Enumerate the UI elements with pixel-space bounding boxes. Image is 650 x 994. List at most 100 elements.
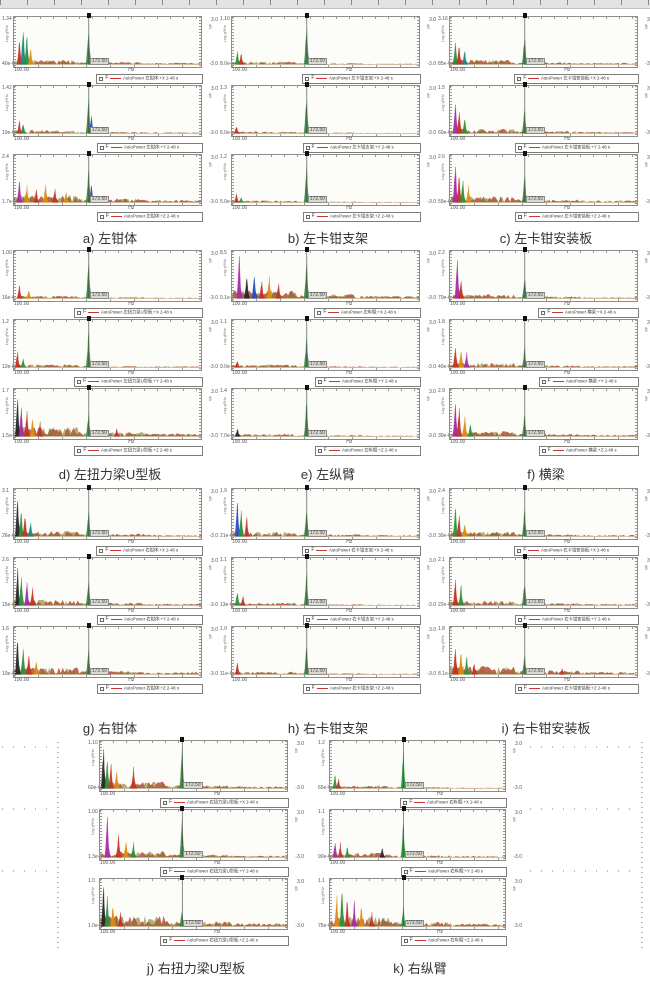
cursor-readout-box: 172.50 [307, 292, 328, 299]
y-max-label: 1.4 [220, 388, 227, 394]
y-axis-label: Log g²/Hz [4, 566, 9, 584]
legend-checkbox-icon [403, 800, 408, 805]
legend-box: F AutoPower 左卡钳安装板:+Z 2-48 s [514, 211, 639, 222]
y-axis-label: Log g²/Hz [222, 163, 227, 181]
y-min-label: 16e-6 [2, 295, 15, 301]
right-axis-max-label: 3.0 [297, 810, 304, 816]
legend-prefix: F [105, 685, 109, 691]
spectrum-plot: 1.4 7.0e-6 Log g²/Hz 3.0 -3.0 dB 172.50 … [220, 385, 436, 456]
spectrum-plot: 2.2 70e-6 Log g²/Hz 3.0 -3.0 dB 172.50 1… [438, 247, 650, 318]
right-axis-ticks [417, 155, 419, 205]
bottom-axis-ticks [14, 299, 201, 301]
cursor-readout-box: 172.50 [307, 599, 328, 606]
y-axis-label: Log g²/Hz [90, 887, 95, 905]
spectrum-plot: 2.9 30e-6 Log g²/Hz 3.0 -3.0 dB 172.50 1… [438, 385, 650, 456]
cursor-marker-icon [304, 13, 309, 18]
x-axis-unit-label: Hz [436, 791, 444, 797]
axis-fragment [57, 742, 59, 952]
plot-area: 172.50 [231, 316, 420, 371]
right-axis-label: dB [644, 24, 649, 29]
x-axis-unit-label: Hz [214, 791, 221, 797]
legend-box: F AutoPower 右扭力梁U型板:+X 2-48 s [160, 797, 289, 808]
cursor-readout-box: 172.50 [89, 292, 110, 299]
legend-box: F AutoPower 横梁:+X 2-48 s [538, 307, 639, 318]
plot-area: 172.50 [99, 875, 288, 930]
spectrum-plot: 1.10 60e-6 Log g²/Hz 3.0 -3.0 dB 172.50 … [88, 737, 304, 808]
legend-prefix: F [105, 213, 109, 219]
legend-line-sample-icon [528, 619, 540, 620]
bottom-axis-ticks [450, 65, 637, 67]
right-axis-ticks [199, 251, 201, 301]
x-axis-start-label: 100.00 [232, 439, 248, 445]
legend-prefix: F [311, 213, 315, 219]
x-axis-start-label: 100.00 [330, 860, 346, 866]
cursor-marker-icon [86, 13, 91, 18]
y-min-label: 12e-6 [2, 364, 15, 370]
y-max-label: 1.1 [220, 557, 227, 563]
right-axis-ticks [199, 558, 201, 608]
right-axis-ticks [503, 879, 505, 929]
top-axis-ticks [232, 558, 419, 560]
y-min-label: 90e-6 [318, 854, 331, 860]
cursor-marker-icon [304, 485, 309, 490]
top-axis-ticks [232, 17, 419, 19]
y-min-label: 70e-6 [438, 295, 451, 301]
right-axis-ticks [635, 558, 637, 608]
x-axis-row: 100.00 Hz [13, 205, 202, 212]
y-axis-label: Log g²/Hz [4, 497, 9, 515]
legend-box: F AutoPower 右卡钳支架:+Y 2-48 s [302, 614, 421, 625]
left-axis-ticks [450, 251, 452, 301]
right-axis-max-label: 3.0 [297, 879, 304, 885]
right-axis-ticks [199, 320, 201, 370]
spectrum-curve [232, 251, 419, 299]
spectrum-plot: 1.2 12e-6 Log g²/Hz 3.0 -3.0 dB 172.50 1… [2, 316, 218, 387]
panel-caption: b) 左卡钳支架 [287, 231, 369, 246]
right-axis-max-label: 3.0 [515, 741, 522, 747]
right-axis-ticks [417, 86, 419, 136]
right-axis-max-label: 3.0 [429, 389, 436, 395]
legend-line-sample-icon [110, 147, 122, 148]
y-min-label: 7.0e-6 [220, 433, 235, 439]
axis-fragment [530, 746, 638, 748]
y-axis-label: Log g²/Hz [222, 397, 227, 415]
legend-line-sample-icon [110, 619, 122, 620]
cursor-marker-icon [522, 485, 527, 490]
x-axis-unit-label: Hz [564, 539, 571, 545]
y-max-label: 1.9 [220, 488, 227, 494]
legend-prefix: F [105, 144, 109, 150]
left-axis-ticks [100, 810, 102, 860]
right-axis-ticks [199, 155, 201, 205]
y-axis-label: Log g²/Hz [320, 749, 325, 767]
right-axis-min-label: -3.0 [645, 364, 650, 370]
spectrum-plot: 1.6 10e-6 Log g²/Hz 3.0 -3.0 dB 172.50 1… [2, 623, 218, 694]
cursor-marker-icon [86, 151, 91, 156]
legend-row: F AutoPower 右卡钳安装板:+X 2-48 s [514, 545, 639, 556]
legend-checkbox-icon [99, 617, 104, 622]
x-axis-row: 100.00 Hz [13, 370, 202, 377]
y-min-label: 15e-6 [2, 602, 15, 608]
x-axis-unit-label: Hz [346, 136, 353, 142]
right-axis-min-label: -3.0 [427, 61, 436, 67]
legend-text: AutoPower 左纵臂:+Y 2-48 s [341, 379, 397, 384]
legend-checkbox-icon [403, 869, 408, 874]
right-axis-label: dB [644, 327, 649, 332]
right-axis-min-label: -3.0 [645, 671, 650, 677]
right-axis-ticks [199, 627, 201, 677]
y-max-label: 1.1 [220, 319, 227, 325]
x-axis-row: 100.00 Hz [449, 677, 638, 684]
x-axis-start-label: 100.00 [232, 539, 248, 545]
y-min-label: 60e-6 [438, 130, 451, 136]
y-axis-label: Log g²/Hz [440, 566, 445, 584]
cursor-marker-icon [522, 385, 527, 390]
cursor-readout-box: 172.50 [525, 530, 546, 537]
bottom-axis-ticks [232, 437, 419, 439]
right-axis-ticks [417, 489, 419, 539]
x-axis-row: 100.00 Hz [13, 677, 202, 684]
panel-caption: f) 横梁 [527, 467, 565, 482]
panel-i: 2.4 30e-6 Log g²/Hz 3.0 -3.0 dB 172.50 1… [438, 484, 650, 738]
y-axis-label: Log g²/Hz [90, 749, 95, 767]
x-axis-unit-label: Hz [128, 370, 135, 376]
right-axis-max-label: 3.0 [211, 17, 218, 23]
right-axis-ticks [199, 489, 201, 539]
right-axis-min-label: -3.0 [209, 602, 218, 608]
